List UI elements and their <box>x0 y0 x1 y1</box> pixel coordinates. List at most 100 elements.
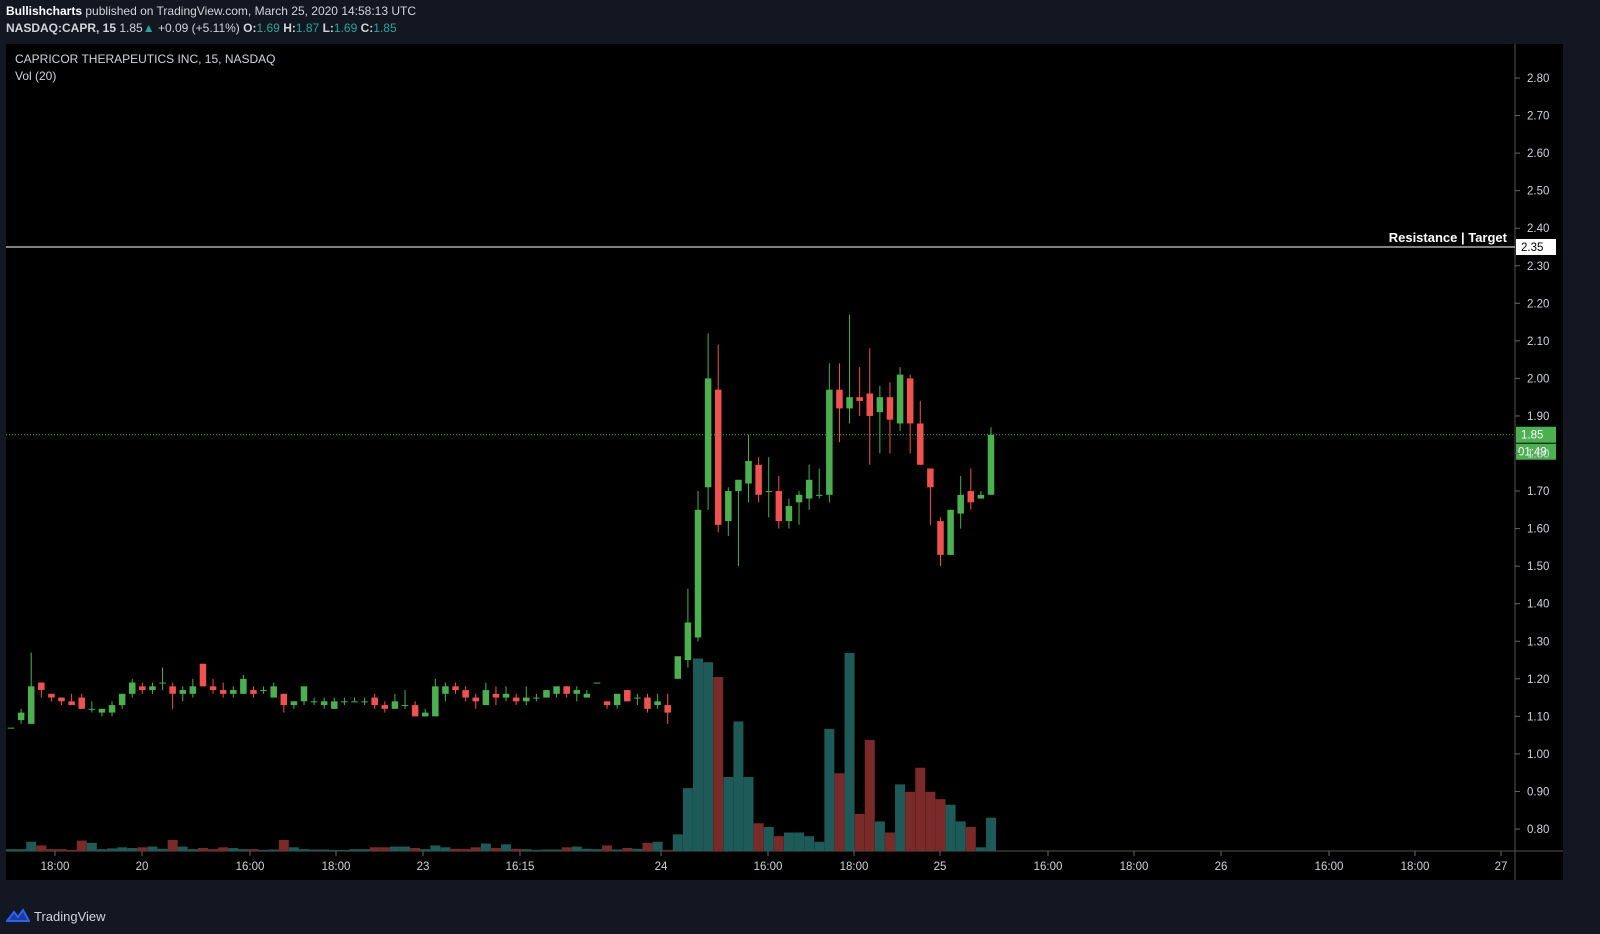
candle-body <box>108 705 116 713</box>
chart-svg[interactable]: Resistance | Target 2.35 1.85 01:49 2.80 2.7… <box>6 44 1563 880</box>
candle-body <box>937 521 944 555</box>
candle-body <box>512 697 520 702</box>
candle-body <box>260 690 267 692</box>
candle-body <box>310 701 318 703</box>
volume-bar <box>986 817 996 851</box>
x-tick-label: 18:00 <box>1401 861 1430 873</box>
x-tick-label: 23 <box>417 861 430 873</box>
volume-bar <box>400 846 411 851</box>
candle-body <box>755 464 762 495</box>
volume-bar <box>975 847 986 851</box>
candle-body <box>735 479 742 492</box>
y-tick-label: 1.60 <box>1527 524 1549 536</box>
y-tick-label: 1.50 <box>1527 561 1549 573</box>
volume-bar <box>783 832 794 851</box>
candle-body <box>139 686 146 691</box>
candle-body <box>603 701 611 706</box>
volume-indicator-label[interactable]: Vol (20) <box>15 69 56 83</box>
volume-bar <box>309 849 320 851</box>
candle-body <box>472 697 479 702</box>
candle-body <box>765 491 772 493</box>
close-value: 1.85 <box>373 21 397 35</box>
high-value: 1.87 <box>295 21 320 35</box>
y-tick-label: 0.80 <box>1527 824 1549 836</box>
candle-body <box>250 690 257 694</box>
candle-body <box>411 705 419 717</box>
volume-bar <box>46 849 57 851</box>
volume-bar <box>248 849 259 851</box>
x-tick-label: 25 <box>934 861 947 873</box>
candle-body <box>270 686 277 698</box>
candle-body <box>624 690 631 702</box>
x-tick-label: 16:00 <box>236 861 265 873</box>
tradingview-brand[interactable]: TradingView <box>34 908 106 924</box>
volume-bar <box>86 842 97 851</box>
candle-body <box>684 622 692 661</box>
volume-bar <box>379 847 390 851</box>
resistance-price-tag <box>1516 238 1556 255</box>
y-tick-label: 2.70 <box>1527 111 1549 123</box>
candle-body <box>159 682 166 684</box>
candle-body <box>856 397 863 401</box>
y-tick-label: 1.80 <box>1527 449 1549 461</box>
volume-bar <box>127 848 138 851</box>
y-tick-label: 2.00 <box>1527 373 1549 385</box>
x-tick-label: 16:00 <box>1315 861 1344 873</box>
candle-body <box>189 686 197 694</box>
candle-body <box>795 494 803 503</box>
candle-body <box>957 494 964 514</box>
volume-bar <box>6 849 16 851</box>
volume-bar <box>591 849 602 851</box>
candle-body <box>118 693 126 706</box>
footer: TradingView <box>6 905 106 927</box>
y-tick-label: 1.90 <box>1527 411 1549 423</box>
candle-body <box>462 690 469 698</box>
volume-bar <box>571 846 582 851</box>
candle-body <box>836 389 843 409</box>
candle-body <box>169 686 176 694</box>
candle-body <box>523 697 530 702</box>
volume-bar <box>319 849 330 851</box>
candle-body <box>361 701 368 703</box>
volume-bar <box>905 791 916 851</box>
volume-bar <box>369 847 380 851</box>
y-tick-label: 2.80 <box>1527 73 1549 85</box>
candle-body <box>815 494 823 496</box>
volume-bar <box>824 728 835 851</box>
volume-bar <box>16 849 27 851</box>
volume-bar <box>480 843 491 851</box>
volume-bar <box>298 849 309 851</box>
volume-bar <box>662 849 673 851</box>
y-tick-label: 1.20 <box>1527 674 1549 686</box>
volume-bar <box>814 841 825 851</box>
volume-bar <box>561 847 572 851</box>
y-tick-label: 1.10 <box>1527 711 1549 723</box>
candle-body <box>654 701 661 706</box>
candle-body <box>977 494 985 499</box>
candle-body <box>805 479 813 499</box>
candle-body <box>866 393 874 416</box>
last-price-tag <box>1516 426 1556 443</box>
x-tick-label: 26 <box>1215 861 1228 873</box>
volume-bar <box>137 847 148 851</box>
chart-area[interactable]: Resistance | Target 2.35 1.85 01:49 2.80 2.7… <box>6 44 1563 880</box>
symbol-label: NASDAQ:CAPR, 15 <box>6 21 117 35</box>
last-price: 1.85 <box>119 21 143 35</box>
candle-body <box>704 378 712 488</box>
low-label: L: <box>322 21 334 35</box>
volume-bar <box>238 849 249 851</box>
candle-body <box>947 509 954 555</box>
author-name[interactable]: Bullishcharts <box>6 4 83 18</box>
candle-body <box>785 506 793 522</box>
volume-bar <box>844 653 855 851</box>
volume-bar <box>197 848 208 851</box>
candle-body <box>421 712 429 717</box>
candle-body <box>775 491 783 522</box>
candle-body <box>846 397 853 409</box>
candle-body <box>917 423 924 465</box>
candle-body <box>593 682 601 684</box>
candle-body <box>634 697 641 699</box>
volume-bar <box>157 848 168 851</box>
volume-bar <box>622 848 633 851</box>
volume-bar <box>501 844 512 851</box>
